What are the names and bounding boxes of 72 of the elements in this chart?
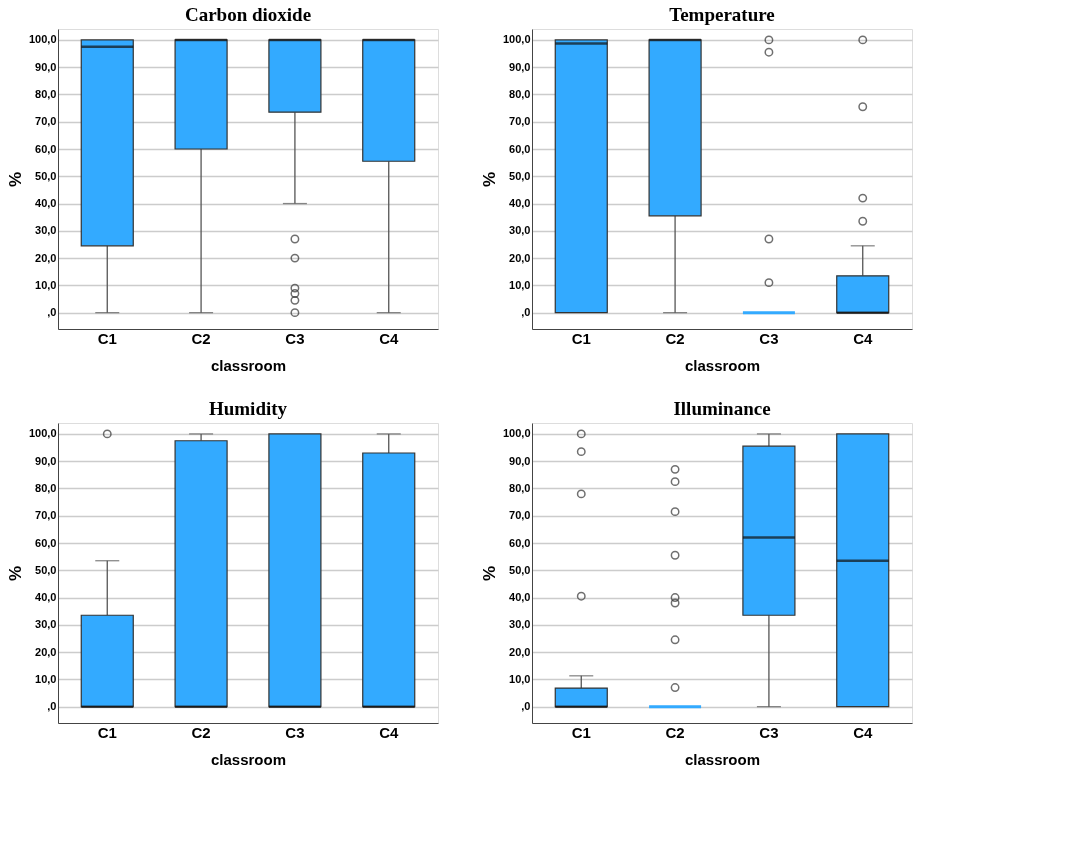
x-tick-label: C1 (571, 329, 591, 347)
y-tick-label: 40,0 (35, 591, 57, 604)
y-tick-label: 90,0 (35, 60, 57, 73)
y-tick-label: 70,0 (509, 509, 531, 522)
y-tick-label: 100,0 (502, 427, 531, 440)
y-tick-label: 60,0 (35, 536, 57, 549)
chart-title: Illuminance (673, 398, 771, 419)
x-tick-label: C4 (853, 329, 873, 347)
y-tick-label: 20,0 (35, 645, 57, 658)
y-tick-label: 70,0 (35, 509, 57, 522)
y-tick-label: 40,0 (35, 197, 57, 210)
x-tick-label: C1 (97, 329, 117, 347)
y-tick-label: 80,0 (35, 481, 57, 494)
chart-title: Carbon dioxide (184, 4, 312, 25)
x-axis-title: classroom (684, 356, 761, 374)
x-tick-label: C4 (379, 723, 399, 741)
y-tick-label: 20,0 (509, 645, 531, 658)
x-tick-label: C2 (191, 329, 211, 347)
y-tick-label: 20,0 (35, 251, 57, 264)
y-tick-label: 20,0 (509, 251, 531, 264)
x-tick-label: C2 (191, 723, 211, 741)
y-tick-label: 60,0 (35, 142, 57, 155)
y-tick-label: 50,0 (35, 563, 57, 576)
x-tick-label: C3 (285, 723, 305, 741)
x-tick-label: C1 (571, 723, 591, 741)
y-tick-label: 50,0 (35, 169, 57, 182)
y-tick-label: 10,0 (509, 278, 531, 291)
y-tick-label: 100,0 (28, 427, 57, 440)
y-tick-label: ,0 (521, 700, 531, 713)
y-tick-label: 10,0 (35, 278, 57, 291)
y-tick-label: 10,0 (509, 672, 531, 685)
y-axis-title: % (5, 171, 25, 188)
y-tick-label: 30,0 (35, 618, 57, 631)
x-tick-label: C4 (379, 329, 399, 347)
y-tick-label: 70,0 (509, 115, 531, 128)
y-tick-label: 40,0 (509, 197, 531, 210)
y-tick-label: 80,0 (509, 87, 531, 100)
y-tick-label: 90,0 (35, 454, 57, 467)
y-axis-title: % (479, 565, 499, 582)
y-tick-label: 30,0 (35, 224, 57, 237)
y-tick-label: ,0 (47, 700, 57, 713)
y-tick-label: ,0 (521, 306, 531, 319)
chart-title: Humidity (208, 398, 288, 419)
x-tick-label: C4 (853, 723, 873, 741)
y-tick-label: 50,0 (509, 169, 531, 182)
y-tick-label: ,0 (47, 306, 57, 319)
y-tick-label: 50,0 (509, 563, 531, 576)
y-tick-label: 30,0 (509, 618, 531, 631)
x-axis-title: classroom (684, 750, 761, 768)
y-axis-title: % (5, 565, 25, 582)
y-tick-label: 60,0 (509, 536, 531, 549)
y-tick-label: 80,0 (35, 87, 57, 100)
chart-title: Temperature (669, 4, 775, 25)
y-axis-title: % (479, 171, 499, 188)
x-tick-label: C1 (97, 723, 117, 741)
y-tick-label: 90,0 (509, 454, 531, 467)
x-tick-label: C3 (759, 723, 779, 741)
y-tick-label: 100,0 (28, 33, 57, 46)
x-axis-title: classroom (210, 356, 287, 374)
x-axis-title: classroom (210, 750, 287, 768)
y-tick-label: 100,0 (502, 33, 531, 46)
y-tick-label: 70,0 (35, 115, 57, 128)
x-tick-label: C2 (665, 723, 685, 741)
y-tick-label: 80,0 (509, 481, 531, 494)
x-tick-label: C3 (285, 329, 305, 347)
y-tick-label: 10,0 (35, 672, 57, 685)
y-tick-label: 60,0 (509, 142, 531, 155)
x-tick-label: C3 (759, 329, 779, 347)
y-tick-label: 40,0 (509, 591, 531, 604)
x-tick-label: C2 (665, 329, 685, 347)
y-tick-label: 30,0 (509, 224, 531, 237)
y-tick-label: 90,0 (509, 60, 531, 73)
